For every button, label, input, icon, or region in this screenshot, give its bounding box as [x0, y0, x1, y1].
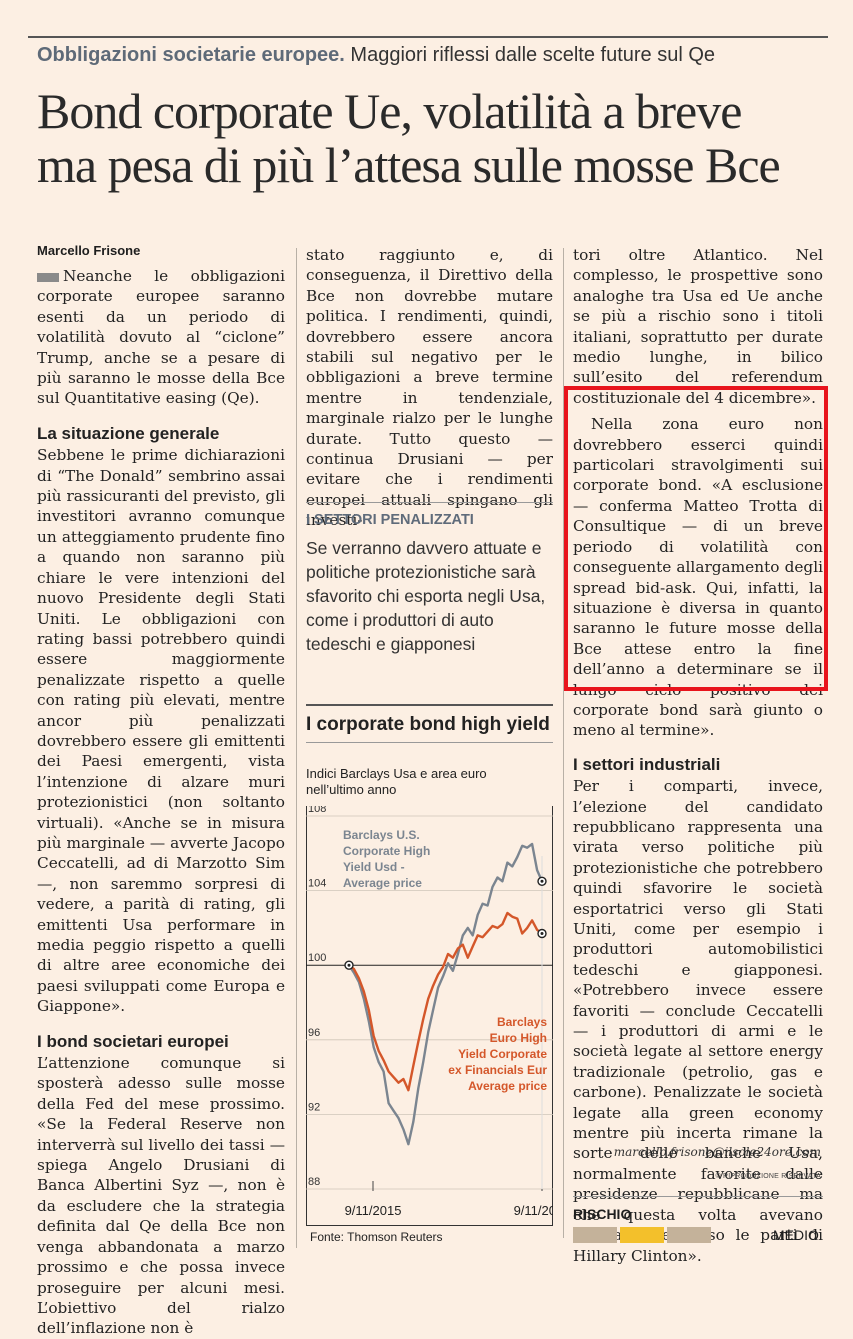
risk-segment-1: [573, 1227, 617, 1243]
column-divider-1: [296, 248, 297, 1248]
kicker-topic: Obbligazioni societarie europee.: [37, 44, 345, 66]
column-2-text: stato raggiunto e, di conseguenza, il Di…: [306, 245, 553, 531]
series-end-dot: [540, 879, 544, 883]
headline: Bond corporate Ue, volatilità a breve ma…: [37, 84, 837, 192]
paragraph: Sebbene le prime dichiarazioni di “The D…: [37, 446, 285, 1016]
y-tick-label: 88: [308, 1176, 320, 1188]
y-tick-label: 100: [308, 952, 326, 964]
lead-marker: [37, 272, 59, 282]
highlight-box: [564, 386, 828, 691]
risk-rule: [573, 1196, 823, 1197]
series-label-eur: ex Financials Eur: [448, 1063, 547, 1077]
headline-line-2: ma pesa di più l’attesa sulle mosse Bce: [37, 137, 781, 193]
chart-plot: 88 92 96 100 104 108 9/11/2015 9/11/2016 Barclay…: [306, 806, 553, 1218]
risk-segment-2: [620, 1227, 664, 1243]
lead-paragraph: Neanche le obbligazioni corporate europe…: [37, 267, 285, 408]
chart-top-rule: [306, 704, 553, 706]
highlighted-paragraph: Nella zona euro non dovrebbero esserci q…: [573, 415, 823, 740]
y-tick-label: 108: [308, 806, 326, 815]
headline-line-1: Bond corporate Ue, volatilità a breve: [37, 83, 742, 139]
series-label-eur: Average price: [468, 1079, 547, 1093]
column-3-text: tori oltre Atlantico. Nel complesso, le …: [573, 245, 823, 1266]
paragraph: tori oltre Atlantico. Nel complesso, le …: [573, 246, 823, 407]
y-tick-label: 104: [308, 878, 326, 890]
y-tick-label: 96: [308, 1027, 320, 1039]
series-label-eur: Euro High: [490, 1031, 547, 1045]
risk-meter: [573, 1227, 711, 1243]
risk-level: MEDIO: [773, 1227, 819, 1243]
copyright-notice: © RIPRODUZIONE RISERVATA: [715, 1173, 821, 1180]
chart-title-rule: [306, 742, 553, 743]
series-label-eur: Yield Corporate: [458, 1047, 547, 1061]
x-tick-label: 9/11/2016: [514, 1203, 553, 1218]
risk-label: RISCHIO: [573, 1206, 632, 1222]
sidebar-box-title: I SETTORI PENALIZZATI: [306, 512, 474, 528]
series-label-usd: Average price: [343, 876, 422, 890]
kicker-subtitle: Maggiori riflessi dalle scelte future su…: [350, 44, 716, 66]
kicker: Obbligazioni societarie europee. Maggior…: [37, 44, 715, 67]
paragraph: L’attenzione comunque si sposterà adesso…: [37, 1054, 285, 1338]
paragraph: stato raggiunto e, di conseguenza, il Di…: [306, 246, 553, 530]
risk-segment-3: [667, 1227, 711, 1243]
series-end-dot: [540, 931, 544, 935]
chart-source: Fonte: Thomson Reuters: [310, 1230, 443, 1244]
box-rule: [306, 502, 553, 503]
y-tick-label: 92: [308, 1101, 320, 1113]
chart-frame: [306, 806, 553, 1226]
series-line-eur: [348, 911, 543, 1092]
column-1: Neanche le obbligazioni corporate europe…: [37, 266, 285, 1339]
x-tick-label: 9/11/2015: [345, 1203, 402, 1218]
sidebar-box-text: Se verranno davvero attuate e politiche …: [306, 538, 546, 654]
author-email: marcello.frisone@ilsole24ore.com: [613, 1145, 821, 1159]
chart-title: I corporate bond high yield: [306, 714, 550, 735]
series-start-dot: [347, 963, 351, 967]
column-divider-2: [563, 248, 564, 1238]
chart-subtitle: Indici Barclays Usa e area euro nell’ult…: [306, 766, 487, 797]
paragraph: Per i comparti, invece, l’elezione del c…: [573, 777, 823, 1265]
subhead-bond-europei: I bond societari europei: [37, 1031, 229, 1051]
subhead-settori-industriali: I settori industriali: [573, 754, 721, 774]
series-label-usd: Yield Usd -: [343, 860, 405, 874]
series-label-eur: Barclays: [497, 1015, 547, 1029]
series-line-usd: [347, 842, 544, 1146]
series-label-usd: Barclays U.S.: [343, 828, 420, 842]
top-rule: [28, 36, 828, 38]
byline: Marcello Frisone: [37, 243, 141, 258]
subhead-situazione: La situazione generale: [37, 423, 220, 443]
series-label-usd: Corporate High: [343, 844, 430, 858]
